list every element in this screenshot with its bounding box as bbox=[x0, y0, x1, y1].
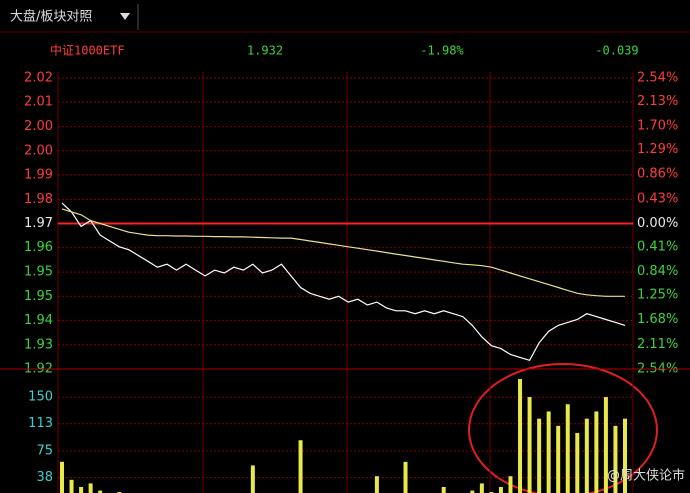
volume-bar bbox=[556, 425, 561, 493]
y-tick-label: 1.97 bbox=[24, 216, 53, 231]
price-line bbox=[61, 202, 626, 362]
volume-bar bbox=[527, 397, 532, 493]
volume-bar bbox=[479, 483, 484, 493]
y2-tick-label: 1.25% bbox=[637, 288, 678, 303]
y2-tick-label: 1.70% bbox=[637, 119, 678, 134]
volume-bar bbox=[98, 490, 103, 493]
y-tick-label: 2.01 bbox=[24, 95, 53, 110]
volume-tick-label: 113 bbox=[28, 416, 53, 431]
volume-bar bbox=[441, 487, 446, 493]
y2-tick-label: 0.41% bbox=[637, 239, 678, 254]
y2-tick-label: 2.13% bbox=[637, 94, 678, 109]
y-tick-label: 1.98 bbox=[24, 192, 53, 207]
y2-tick-label: 0.84% bbox=[637, 264, 678, 279]
volume-bar bbox=[79, 487, 84, 493]
volume-bar bbox=[584, 418, 589, 493]
y2-tick-label: 2.54% bbox=[637, 71, 678, 86]
y-tick-label: 1.99 bbox=[24, 167, 53, 182]
volume-tick-label: 75 bbox=[36, 444, 53, 459]
volume-bar bbox=[88, 483, 93, 493]
y-tick-label: 1.96 bbox=[24, 240, 53, 255]
dropdown-arrow[interactable] bbox=[120, 13, 130, 20]
annotation-circle bbox=[468, 363, 658, 493]
volume-bar bbox=[69, 479, 74, 493]
y2-tick-label: 2.11% bbox=[637, 337, 678, 352]
volume-bar bbox=[403, 461, 408, 493]
y2-tick-label: 0.00% bbox=[637, 216, 678, 231]
change: -0.039 bbox=[595, 44, 638, 58]
last-price: 1.932 bbox=[247, 44, 283, 58]
volume-bar bbox=[470, 490, 475, 493]
y-tick-label: 2.00 bbox=[24, 119, 53, 134]
y-tick-label: 1.95 bbox=[24, 265, 53, 280]
y2-tick-label: 1.68% bbox=[637, 312, 678, 327]
y2-tick-label: 0.86% bbox=[637, 167, 678, 182]
watermark: @周大侠论市 bbox=[607, 468, 685, 484]
y-tick-label: 2.00 bbox=[24, 143, 53, 158]
volume-bar bbox=[508, 476, 513, 493]
volume-tick-label: 150 bbox=[28, 390, 53, 405]
volume-bar bbox=[575, 433, 580, 493]
volume-bar bbox=[603, 397, 608, 493]
instrument-name: 中证1000ETF bbox=[50, 43, 125, 58]
volume-bar bbox=[498, 487, 503, 493]
volume-bar bbox=[60, 461, 64, 493]
volume-bar bbox=[546, 411, 551, 493]
volume-bar bbox=[565, 404, 570, 493]
y-tick-label: 1.94 bbox=[24, 313, 53, 328]
panel-title[interactable]: 大盘/板块对照 bbox=[10, 9, 92, 25]
y-tick-label: 1.93 bbox=[24, 337, 53, 352]
volume-bar bbox=[298, 440, 303, 493]
y-tick-label: 1.95 bbox=[24, 289, 53, 304]
volume-bar bbox=[250, 465, 255, 493]
volume-bar bbox=[537, 418, 542, 493]
change-pct: -1.98% bbox=[420, 44, 464, 58]
volume-bar bbox=[594, 411, 599, 493]
volume-tick-label: 38 bbox=[36, 470, 53, 485]
price-line bbox=[61, 208, 625, 297]
y2-tick-label: 0.43% bbox=[637, 191, 678, 206]
volume-bar bbox=[613, 425, 618, 493]
volume-bar bbox=[623, 418, 627, 493]
volume-bar bbox=[518, 379, 523, 493]
y-tick-label: 2.02 bbox=[24, 71, 53, 86]
volume-bar bbox=[374, 476, 379, 493]
y2-tick-label: 1.29% bbox=[637, 142, 678, 157]
